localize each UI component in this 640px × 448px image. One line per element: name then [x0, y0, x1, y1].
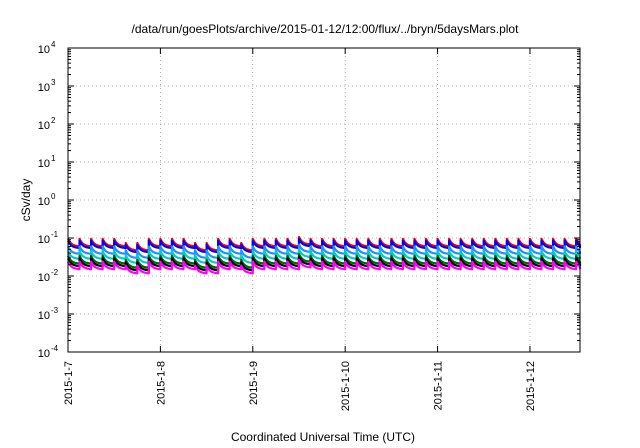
y-tick-label: 10 [38, 158, 50, 170]
y-tick-exponent: 4 [51, 40, 56, 49]
y-axis-label: cSv/day [19, 179, 33, 222]
x-axis-label: Coordinated Universal Time (UTC) [231, 430, 415, 444]
series-line [67, 252, 582, 269]
y-tick-label: 10 [38, 196, 50, 208]
y-tick-exponent: -3 [51, 306, 59, 315]
x-tick-label: 2015-1-12 [525, 361, 537, 411]
x-tick-label: 2015-1-8 [155, 361, 167, 405]
y-tick-exponent: 0 [51, 192, 56, 201]
y-tick-exponent: 2 [51, 116, 56, 125]
y-tick-exponent: -2 [51, 268, 59, 277]
y-tick-label: 10 [38, 82, 50, 94]
y-tick-exponent: 1 [51, 154, 56, 163]
chart-title: /data/run/goesPlots/archive/2015-01-12/1… [132, 22, 520, 36]
y-tick-label: 10 [38, 234, 50, 246]
series-line [67, 258, 582, 275]
series-line [67, 243, 582, 260]
series-line [67, 237, 582, 254]
series-line [67, 255, 582, 272]
x-tick-label: 2015-1-11 [433, 361, 445, 410]
y-tick-label: 10 [38, 310, 50, 322]
y-tick-exponent: 3 [51, 78, 56, 87]
series-line [67, 248, 582, 265]
y-tick-label: 10 [38, 120, 50, 132]
y-tick-label: 10 [38, 44, 50, 56]
series-line [67, 235, 582, 252]
x-tick-label: 2015-1-9 [248, 361, 260, 405]
y-tick-label: 10 [38, 272, 50, 284]
x-tick-label: 2015-1-7 [63, 361, 75, 405]
x-axis: 2015-1-7 2015-1-8 2015-1-9 2015-1-10 2015-1-… [63, 48, 537, 411]
y-tick-exponent: -1 [51, 230, 59, 239]
y-tick-label: 10 [38, 348, 50, 360]
data-series [67, 235, 582, 275]
y-tick-exponent: -4 [51, 344, 59, 353]
grid-lines [68, 48, 580, 352]
x-tick-label: 2015-1-10 [340, 361, 352, 411]
